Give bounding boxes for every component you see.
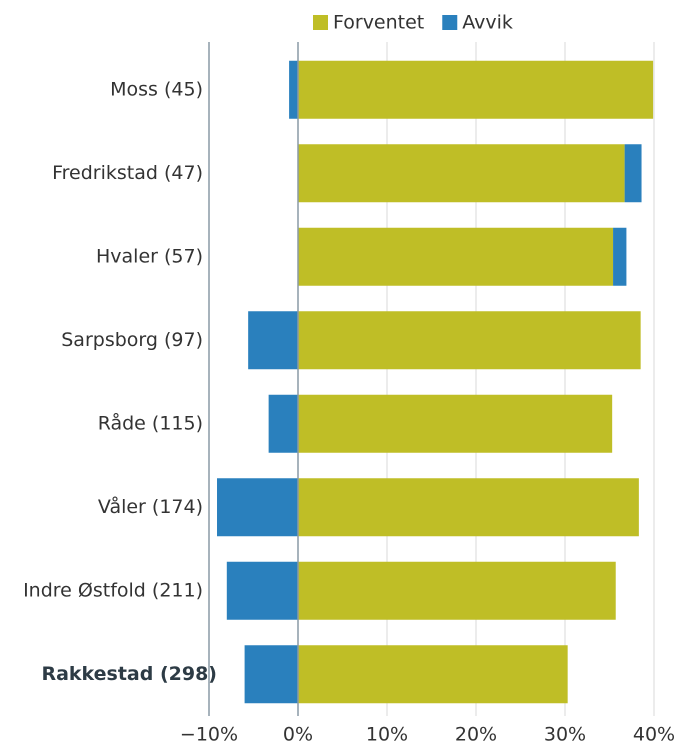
bar [298,478,639,537]
bar [613,227,627,286]
bar [298,227,614,286]
x-tick-label: 10% [366,724,408,745]
legend-swatch [442,15,458,30]
bar [217,478,298,537]
bar [298,561,616,620]
bar [226,561,298,620]
bar [298,394,613,453]
bar [244,645,298,704]
bar [298,144,625,203]
y-tick-label: Indre Østfold (211) [23,579,203,601]
y-tick-label: Hvaler (57) [96,245,203,267]
bar [289,60,298,119]
y-tick-label: Moss (45) [110,78,203,100]
x-tick-label: 0% [283,724,313,745]
y-tick-label: Sarpsborg (97) [61,329,203,351]
legend-label: Forventet [333,12,424,34]
bar [624,144,642,203]
x-tick-label: 20% [455,724,497,745]
bar [268,394,298,453]
legend-swatch [313,15,328,30]
bar [298,311,641,370]
bar [248,311,298,370]
legend-label: Avvik [462,12,513,34]
x-tick-label: 30% [544,724,586,745]
y-tick-label: Våler (174) [98,495,203,518]
y-tick-label: Råde (115) [98,411,203,434]
x-tick-label: 40% [633,724,675,745]
bar [298,645,568,704]
x-tick-label: −10% [180,724,238,745]
y-tick-label: Rakkestad (298) [41,663,217,685]
bar [298,60,654,119]
y-tick-label: Fredrikstad (47) [52,162,203,184]
